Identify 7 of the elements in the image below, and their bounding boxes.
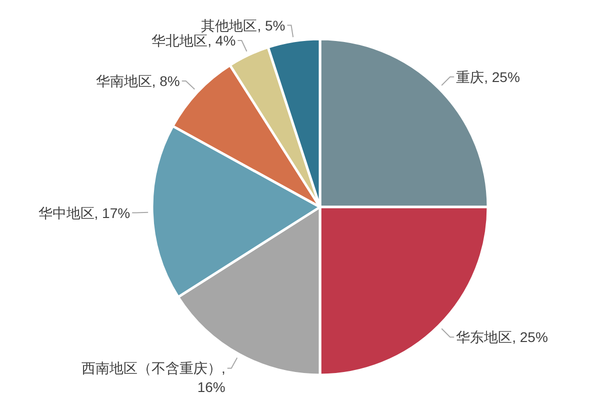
slice-label: 西南地区（不含重庆）, 16% [81,360,226,396]
slice-label: 其他地区, 5% [201,17,286,34]
slice-label: 华南地区, 8% [96,73,180,90]
slice-label: 华北地区, 4% [152,32,236,49]
slice-label: 华中地区, 17% [38,204,130,221]
slice-label: 重庆, 25% [456,68,520,85]
slice-label: 华东地区, 25% [456,329,548,346]
